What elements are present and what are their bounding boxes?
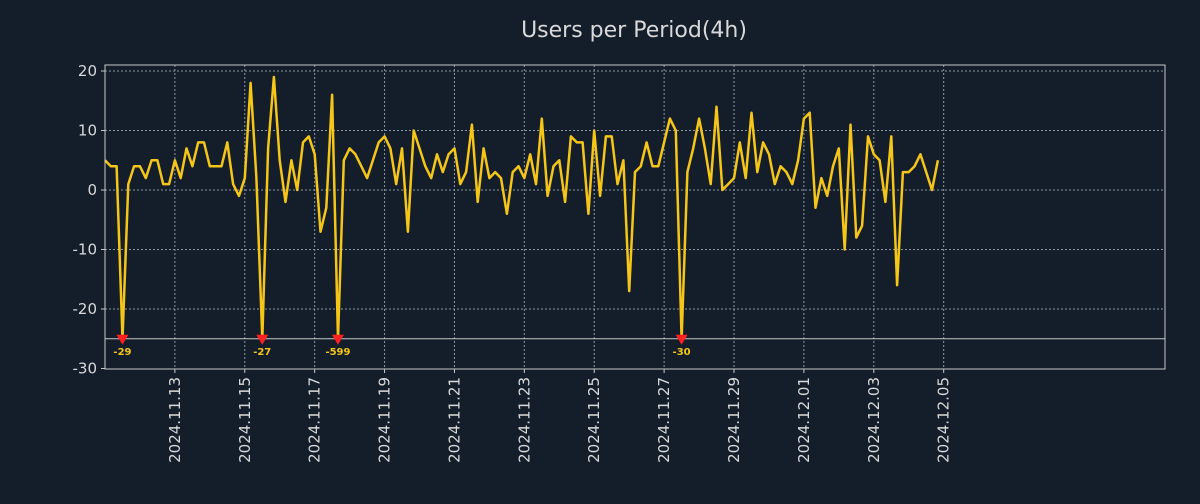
series-line-users bbox=[104, 75, 940, 341]
series-layer bbox=[104, 75, 940, 341]
axes: 20 10 0 -10 -20 -30 2024.11.13 2024.11.15 2024.1… bbox=[73, 62, 1166, 463]
x-tick-label: 2024.11.27 bbox=[655, 377, 673, 463]
x-tick-label: 2024.11.25 bbox=[585, 377, 603, 463]
x-tick-label: 2024.11.19 bbox=[376, 377, 394, 463]
annotation-marker bbox=[675, 334, 688, 345]
annotation-label: -27 bbox=[253, 347, 271, 358]
x-tick-label: 2024.12.05 bbox=[935, 377, 953, 463]
x-tick-label: 2024.11.21 bbox=[445, 377, 463, 463]
y-tick-label: 20 bbox=[78, 62, 97, 80]
annotation-label: -29 bbox=[113, 347, 131, 358]
chart-title: Users per Period(4h) bbox=[521, 18, 747, 43]
y-tick-label: -30 bbox=[73, 360, 98, 378]
x-tick-label: 2024.11.15 bbox=[236, 377, 254, 463]
annotation-marker bbox=[331, 334, 344, 345]
plot-frame bbox=[104, 64, 1166, 370]
y-tick-label: -10 bbox=[73, 241, 98, 259]
x-tick-label: 2024.11.13 bbox=[166, 377, 184, 463]
x-tick-label: 2024.11.29 bbox=[725, 377, 743, 463]
y-tick-label: 10 bbox=[78, 122, 97, 140]
annotations: -29 -27 -599 -30 bbox=[113, 334, 691, 358]
annotation-label: -599 bbox=[325, 347, 350, 358]
grid-lines bbox=[105, 65, 1165, 369]
x-tick-label: 2024.11.17 bbox=[306, 377, 324, 463]
x-tick-label: 2024.12.01 bbox=[795, 377, 813, 463]
annotation-label: -30 bbox=[673, 347, 691, 358]
x-tick-label: 2024.12.03 bbox=[865, 377, 883, 463]
y-tick-label: 0 bbox=[87, 181, 97, 199]
y-tick-label: -20 bbox=[73, 300, 98, 318]
annotation-marker bbox=[116, 334, 129, 345]
annotation-marker bbox=[256, 334, 269, 345]
x-tick-label: 2024.11.23 bbox=[515, 377, 533, 463]
